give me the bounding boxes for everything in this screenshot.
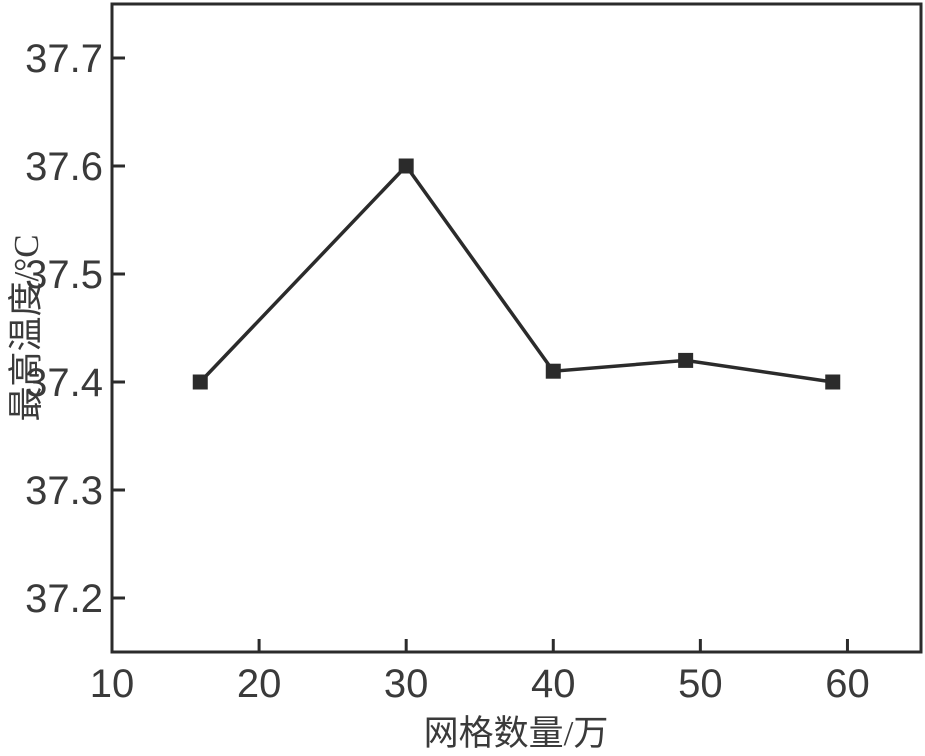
y-tick-label: 37.6 bbox=[25, 145, 103, 189]
x-axis-label: 网格数量/万 bbox=[424, 714, 609, 753]
y-tick-label: 37.7 bbox=[25, 37, 103, 81]
data-series bbox=[192, 158, 841, 390]
x-axis-ticks: 10 20 30 40 50 60 bbox=[90, 639, 870, 706]
x-tick-label: 10 bbox=[90, 662, 135, 706]
x-tick-label: 20 bbox=[237, 662, 282, 706]
series-line bbox=[198, 163, 833, 384]
y-tick-label: 37.4 bbox=[25, 361, 103, 405]
data-point-marker bbox=[398, 158, 414, 174]
x-tick-label: 60 bbox=[825, 662, 870, 706]
y-tick-label: 37.2 bbox=[25, 577, 103, 621]
y-tick-label: 37.5 bbox=[25, 253, 103, 297]
y-tick-label: 37.3 bbox=[25, 469, 103, 513]
x-tick-label: 40 bbox=[531, 662, 576, 706]
data-point-marker bbox=[678, 352, 694, 368]
x-tick-label: 50 bbox=[678, 662, 723, 706]
data-point-marker bbox=[192, 374, 208, 390]
x-tick-label: 30 bbox=[384, 662, 429, 706]
data-point-marker bbox=[825, 374, 841, 390]
data-point-marker bbox=[545, 363, 561, 379]
plot-border bbox=[110, 2, 923, 654]
y-axis-label: 最高温度/°C bbox=[7, 234, 46, 421]
y-axis-ticks: 37.2 37.3 37.4 37.5 37.6 37.7 bbox=[25, 37, 125, 621]
